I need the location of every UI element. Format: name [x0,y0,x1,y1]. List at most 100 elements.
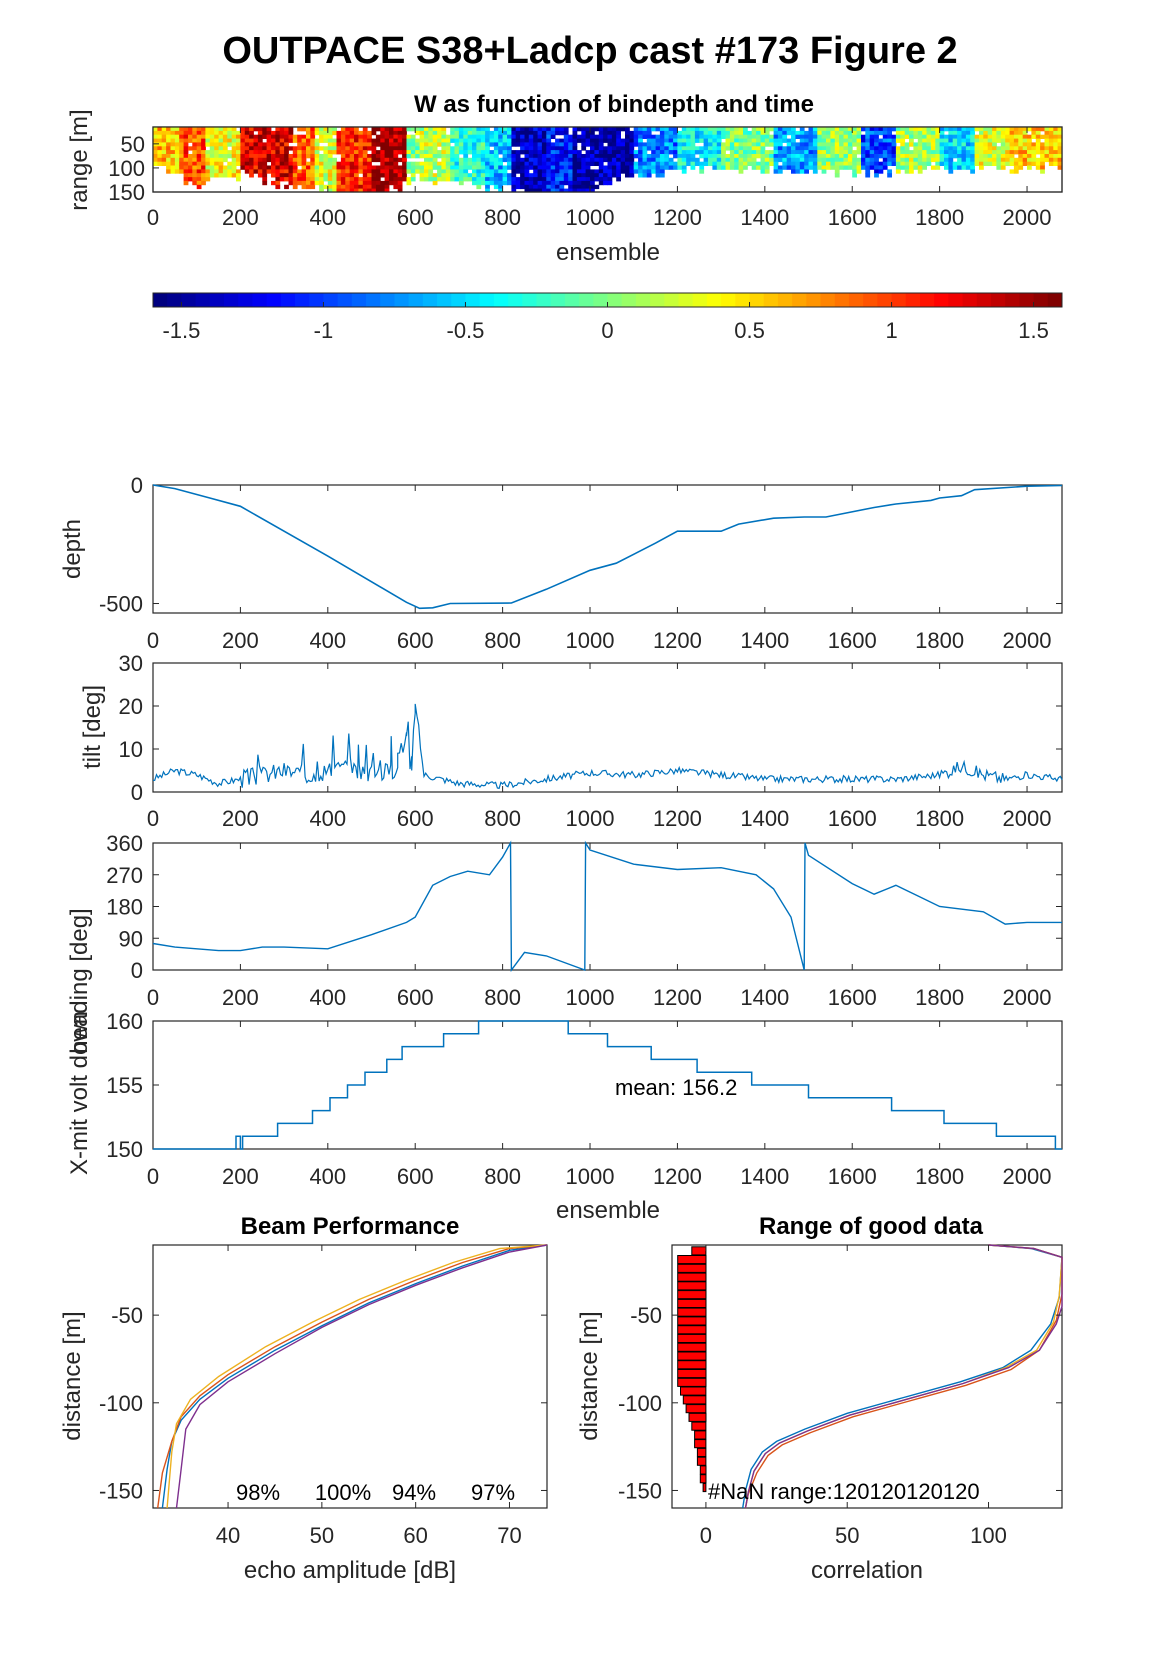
heatmap-cell [664,142,670,147]
heatmap-cell [625,165,630,170]
heatmap-cell [275,180,281,186]
heatmap-cell [437,127,442,132]
heatmap-cell [664,146,670,151]
heatmap-cell [528,184,534,190]
heatmap-cell [271,165,276,170]
heatmap-cell [244,134,250,139]
heatmap-cell [450,169,455,174]
colorbar-swatch [323,293,339,307]
heatmap-cell [900,154,906,159]
heatmap-cell [463,142,469,147]
heatmap-cell [616,161,621,166]
heatmap-cell [799,157,805,163]
heatmap-cell [799,169,805,174]
heatmap-cell [354,165,359,170]
heatmap-cell [1009,169,1015,174]
heatmap-cell [214,165,219,170]
heatmap-cell [777,134,783,139]
heatmap-cell [327,184,333,190]
heatmap-cell [214,150,219,155]
heatmap-cell [585,138,591,143]
heatmap-cell [979,165,984,170]
heatmap-cell [865,173,871,178]
heatmap-cell [655,169,661,174]
heatmap-cell [458,127,464,132]
heatmap-cell [450,154,455,159]
heatmap-cell [917,134,923,139]
heatmap-cell [188,146,193,151]
heatmap-cell [550,180,556,186]
heatmap-cell [607,134,613,139]
heatmap-cell [590,142,595,147]
heatmap-cell [646,173,652,178]
heatmap-cell [677,157,683,163]
heatmap-cell [511,173,517,178]
heatmap-cell [336,142,342,147]
heatmap-cell [314,173,320,178]
heatmap-cell [957,134,962,139]
heatmap-cell [756,134,761,139]
heading-ytick-label: 90 [119,926,143,951]
colorbar-swatch [976,293,992,307]
heatmap-cell [983,134,989,139]
heatmap-cell [384,127,390,132]
heatmap-cell [533,161,538,166]
range-nan-annotation: #NaN range:120120120120 [708,1479,980,1504]
heatmap-cell [581,177,587,182]
heatmap-cell [284,173,289,178]
heatmap-cell [725,134,731,139]
heatmap-cell [266,154,272,159]
heatmap-cell [874,127,879,132]
heatmap-cell [310,169,316,174]
heatmap-cell [1040,146,1045,151]
heatmap-cell [546,138,552,143]
heatmap-cell [319,180,324,186]
heatmap-cell [638,127,643,132]
heatmap-cell [380,165,386,170]
heatmap-cell [817,146,823,151]
heatmap-cell [655,127,661,132]
heatmap-cell [625,154,630,159]
heatmap-cell [476,154,482,159]
heatmap-cell [297,161,302,166]
heatmap-cell [629,146,635,151]
heatmap-cell [498,157,503,163]
heatmap-cell [428,165,434,170]
heatmap-cell [218,146,224,151]
heatmap-cell [891,161,897,166]
heatmap-cell [878,146,884,151]
heatmap-cell [354,173,359,178]
heatmap-cell [467,177,473,182]
heatmap-cell [559,154,565,159]
heatmap-cell [738,154,744,159]
range-good-data-title: Range of good data [759,1213,984,1240]
heatmap-cell [507,165,512,170]
heatmap-cell [345,184,351,190]
heatmap-cell [480,146,486,151]
heatmap-cell [1053,134,1059,139]
heatmap-cell [354,127,359,132]
heatmap-cell [1035,165,1041,170]
heatmap-cell [743,154,748,159]
heatmap-cell [585,165,591,170]
heatmap-cell [1009,127,1015,132]
heatmap-cell [1000,146,1006,151]
heatmap-cell [909,161,914,166]
heading-xtick-label: 0 [147,985,159,1010]
heatmap-cell [777,165,783,170]
heatmap-cell [830,154,836,159]
heatmap-cell [996,165,1002,170]
heatmap-cell [319,161,324,166]
heatmap-cell [607,161,613,166]
heatmap-cell [546,177,552,182]
heatmap-cell [537,157,543,163]
heatmap-cell [336,173,342,178]
heatmap-cell [240,138,246,143]
heatmap-cell [336,138,342,143]
heatmap-cell [773,134,779,139]
heatmap-cell [271,169,276,174]
heatmap-cell [917,146,923,151]
heatmap-cell [616,173,621,178]
heatmap-cell [424,161,429,166]
heatmap-cell [576,188,582,193]
